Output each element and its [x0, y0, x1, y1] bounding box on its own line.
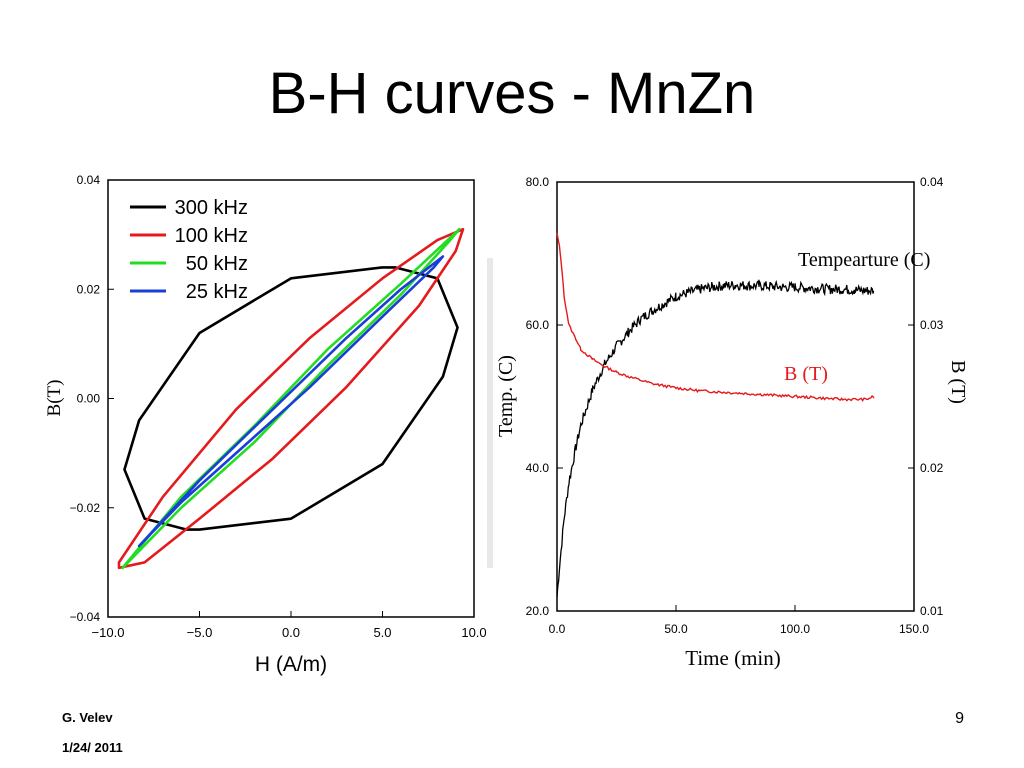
left-y-tick-label: −0.04	[70, 610, 101, 624]
legend-label: 300 kHz	[175, 197, 248, 219]
page-number: 9	[955, 710, 964, 727]
right-series	[556, 232, 875, 597]
left-legend: 300 kHz 100 kHz 50 kHz 25 kHz	[130, 197, 248, 303]
b-field-line	[556, 232, 875, 403]
left-x-tick-label: 0.0	[282, 625, 300, 640]
right-x-tick-label: 150.0	[899, 622, 929, 636]
legend-label: 50 kHz	[186, 253, 248, 275]
left-x-tick-label: 10.0	[461, 625, 486, 640]
right-y-tick-label: 40.0	[526, 461, 550, 475]
bh-hysteresis-chart: −10.0 −5.0 0.0 5.0 10.0 −0.04 −0.02 0.00 0.02 0.…	[44, 173, 487, 676]
right-x-tick-label: 0.0	[549, 622, 566, 636]
left-y-axis-label: B(T)	[44, 380, 65, 417]
left-y-tick-label: 0.00	[77, 392, 101, 406]
left-x-axis-label: H (A/m)	[255, 653, 327, 676]
right-y2-tick-label: 0.02	[920, 461, 944, 475]
left-x-tick-label: −5.0	[187, 625, 213, 640]
left-y-ticks: −0.04 −0.02 0.00 0.02 0.04	[70, 173, 114, 624]
left-y-tick-label: 0.04	[77, 173, 101, 187]
left-y-tick-label: 0.02	[77, 282, 101, 296]
b-series-label: B (T)	[784, 363, 828, 385]
left-series	[117, 227, 465, 570]
scan-artifact-stripe	[487, 258, 493, 568]
right-x-ticks: 0.0 50.0 100.0 150.0	[549, 605, 929, 636]
left-x-ticks: −10.0 −5.0 0.0 5.0 10.0	[92, 611, 487, 640]
right-y2-tick-label: 0.03	[920, 318, 944, 332]
footer-author: G. Velev	[62, 710, 113, 725]
footer-date: 1/24/ 2011	[62, 740, 123, 755]
right-y-tick-label: 20.0	[526, 604, 550, 618]
right-x-tick-label: 50.0	[664, 622, 688, 636]
left-y-tick-label: −0.02	[70, 501, 101, 515]
right-y2-tick-label: 0.04	[920, 175, 944, 189]
right-y2-axis-label: B (T)	[947, 360, 969, 404]
legend-label: 25 kHz	[186, 281, 248, 303]
hysteresis-loop-25-khz	[137, 255, 445, 548]
right-y-tick-label: 80.0	[526, 175, 550, 189]
right-x-axis-label: Time (min)	[685, 646, 780, 670]
right-y-axis-label: Temp. (C)	[495, 355, 517, 437]
left-x-tick-label: 5.0	[373, 625, 391, 640]
right-y-ticks: 20.0 40.0 60.0 80.0	[526, 175, 563, 618]
right-y2-ticks: 0.01 0.02 0.03 0.04	[908, 175, 944, 618]
temperature-line	[556, 278, 875, 597]
right-y-tick-label: 60.0	[526, 318, 550, 332]
right-x-tick-label: 100.0	[780, 622, 810, 636]
slide-title: B-H curves - MnZn	[268, 61, 756, 126]
hysteresis-loop-300-khz	[123, 266, 459, 531]
left-plot-frame	[107, 179, 475, 618]
left-x-tick-label: −10.0	[92, 625, 125, 640]
legend-label: 100 kHz	[175, 225, 248, 247]
temperature-series-label: Tempearture (C)	[798, 249, 930, 271]
temperature-b-time-chart: 0.0 50.0 100.0 150.0 20.040.060.080.0 0.010…	[495, 175, 969, 670]
right-y2-tick-label: 0.01	[920, 604, 944, 618]
right-plot-frame	[556, 181, 915, 612]
hysteresis-loop-100-khz	[117, 227, 465, 570]
